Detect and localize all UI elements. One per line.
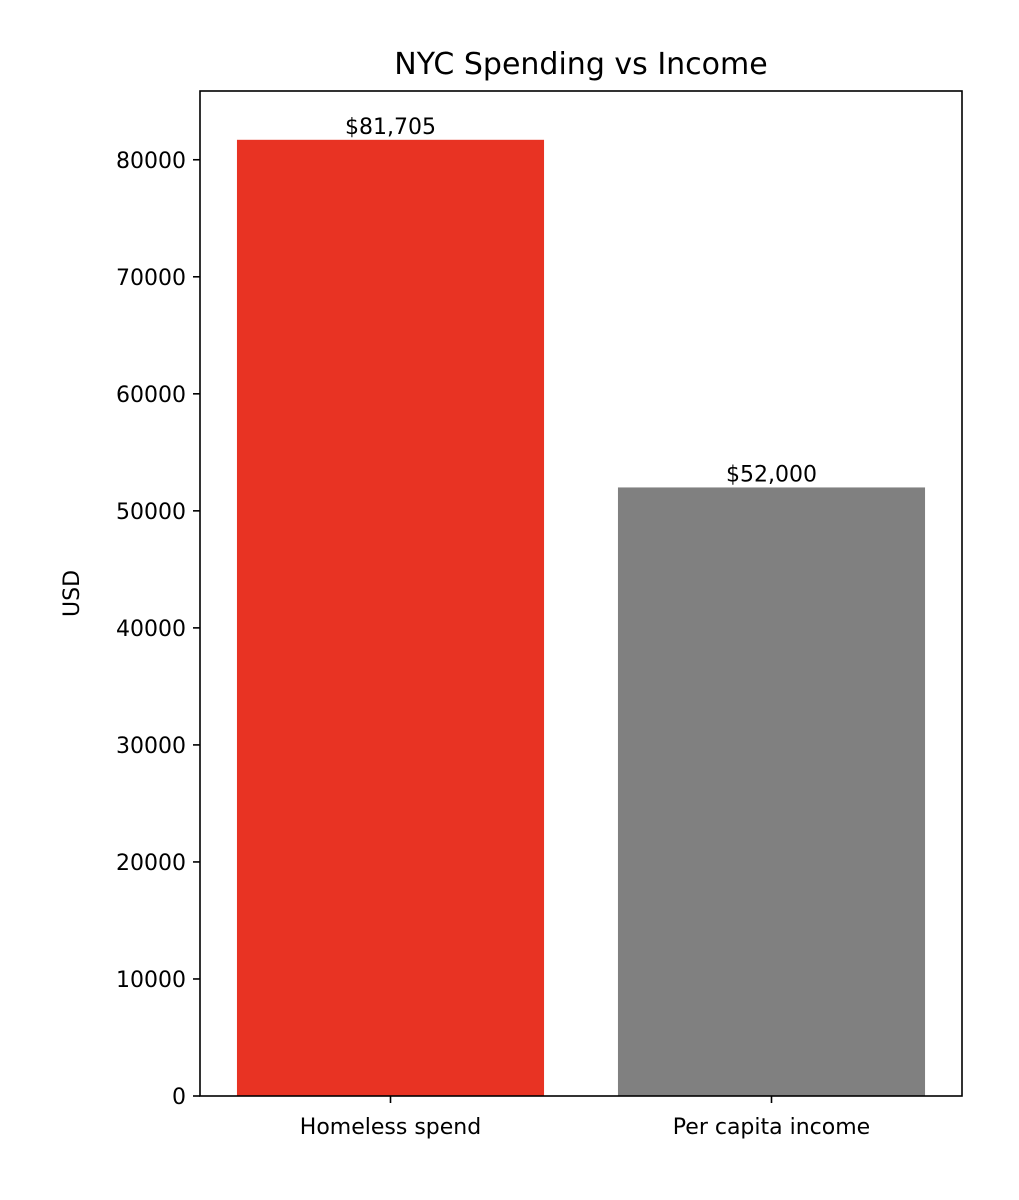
plot-frame [199,90,963,1097]
y-axis-ticks: 0 10000 20000 30000 40000 50000 60000 70000 8000… [116,149,200,1110]
y-tick-label-7: 70000 [116,266,186,291]
y-tick-label-8: 80000 [116,149,186,174]
bars-group [236,139,926,1096]
x-tick-label-2: Per capita income [673,1115,870,1140]
bar-1 [236,139,545,1096]
y-axis-label: USD [60,570,85,617]
chart-title: NYC Spending vs Income [394,47,767,82]
x-tick-label-1: Homeless spend [300,1115,481,1140]
bar-2 [617,487,926,1096]
y-tick-label-1: 10000 [116,968,186,993]
data-labels-group: $81,705 $52,000 [345,115,817,488]
data-label-1: $81,705 [345,115,436,140]
y-tick-label-2: 20000 [116,851,186,876]
y-tick-label-3: 30000 [116,734,186,759]
y-tick-label-4: 40000 [116,617,186,642]
data-label-2: $52,000 [726,462,817,487]
y-tick-label-5: 50000 [116,500,186,525]
y-tick-label-6: 60000 [116,383,186,408]
y-tick-label-0: 0 [172,1085,186,1110]
x-axis-ticks: Homeless spend Per capita income [300,1096,870,1140]
